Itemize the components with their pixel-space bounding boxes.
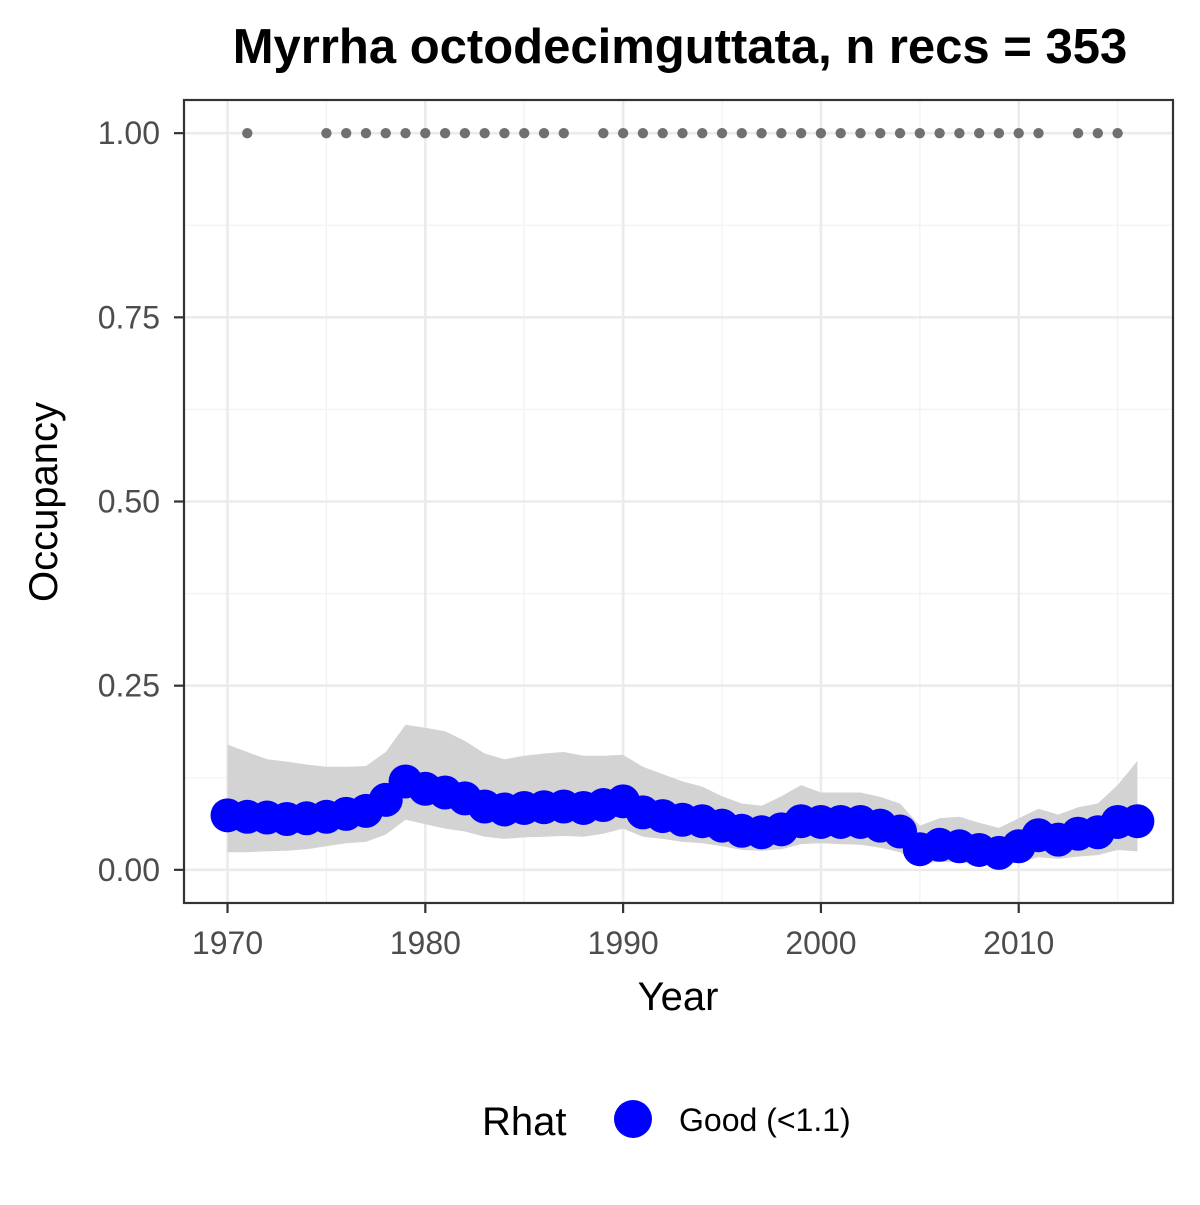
record-point [499,127,510,139]
record-point [598,127,609,139]
record-point [1013,127,1024,139]
record-point [340,127,352,139]
plot-area [182,98,1175,905]
record-point [519,127,530,139]
record-point [736,127,747,139]
record-point [894,127,906,139]
record-point [538,127,550,139]
record-point [776,127,787,139]
record-point [875,127,886,139]
record-point [242,127,253,139]
record-point [380,127,391,139]
record-point [1033,127,1044,139]
y-tick-label: 1.00 [98,115,160,151]
records-layer [242,127,1123,139]
record-point [558,127,569,139]
record-point [677,127,688,139]
legend-key-good [614,1100,652,1138]
record-point [360,127,372,139]
record-point [815,127,827,139]
record-point [657,127,668,139]
record-point [617,127,629,139]
record-point [934,127,945,139]
record-point [716,127,728,139]
y-tick-label: 0.50 [98,484,160,520]
record-point [954,127,965,139]
x-axis-label: Year [638,975,719,1019]
record-point [973,127,985,139]
series-point [1120,804,1155,839]
record-point [439,127,451,139]
record-point [795,127,807,139]
record-point [855,127,866,139]
x-tick-label: 2000 [785,925,856,961]
record-point [400,127,411,139]
y-axis-label: Occupancy [22,402,66,602]
record-point [459,127,471,139]
x-axis: 1970 1980 1990 2000 2010 [192,903,1054,961]
record-point [420,127,431,139]
record-point [479,127,490,139]
chart-title: Myrrha octodecimguttata, n recs = 353 [233,20,1128,74]
record-point [835,127,846,139]
record-point [321,127,332,139]
legend-label-good: Good (<1.1) [679,1102,851,1138]
record-point [637,127,649,139]
record-point [914,127,926,139]
y-tick-label: 0.75 [98,299,160,335]
legend: Rhat Good (<1.1) [482,1100,851,1144]
record-point [1092,127,1104,139]
record-point [756,127,767,139]
x-tick-label: 1990 [588,925,659,961]
x-tick-label: 1970 [192,925,263,961]
legend-title: Rhat [482,1100,567,1144]
record-point [697,127,708,139]
y-tick-label: 0.00 [98,852,160,888]
y-tick-label: 0.25 [98,668,160,704]
record-point [993,127,1005,139]
x-tick-label: 1980 [390,925,461,961]
series-points [210,764,1155,870]
x-tick-label: 2010 [983,925,1054,961]
record-point [1112,127,1123,139]
record-point [1072,127,1084,139]
y-axis: 0.00 0.25 0.50 0.75 1.00 [98,115,184,888]
